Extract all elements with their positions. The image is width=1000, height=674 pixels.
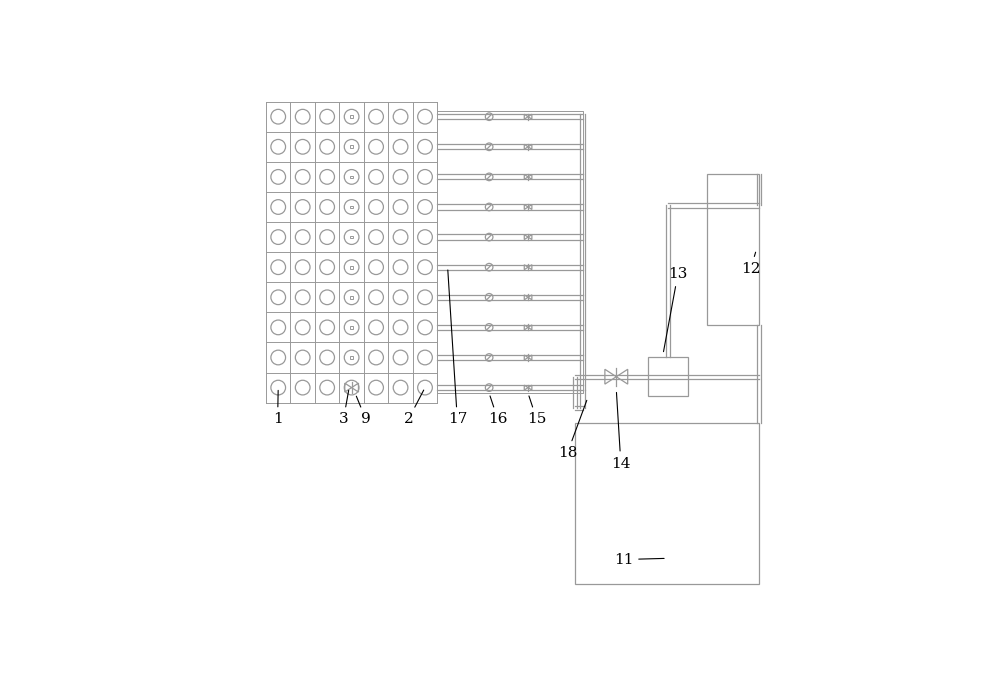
Bar [350,236,353,239]
Bar [350,326,353,329]
Text: 3: 3 [339,390,349,427]
Bar [350,356,353,359]
Bar [707,175,759,325]
Bar [648,357,688,396]
Bar [350,266,353,268]
Text: 2: 2 [404,390,424,427]
Text: 9: 9 [356,396,371,427]
Bar [350,115,353,118]
Text: 16: 16 [488,396,508,427]
Bar [350,206,353,208]
Text: 17: 17 [448,270,467,427]
Text: 18: 18 [558,400,587,460]
Bar [350,175,353,178]
Bar [350,146,353,148]
Text: 1: 1 [273,390,282,427]
Text: 12: 12 [741,252,760,276]
Text: 14: 14 [611,392,631,470]
Text: 13: 13 [664,267,688,352]
Bar [575,423,759,584]
Text: 11: 11 [614,553,664,567]
Bar [350,296,353,299]
Text: 15: 15 [527,396,546,427]
